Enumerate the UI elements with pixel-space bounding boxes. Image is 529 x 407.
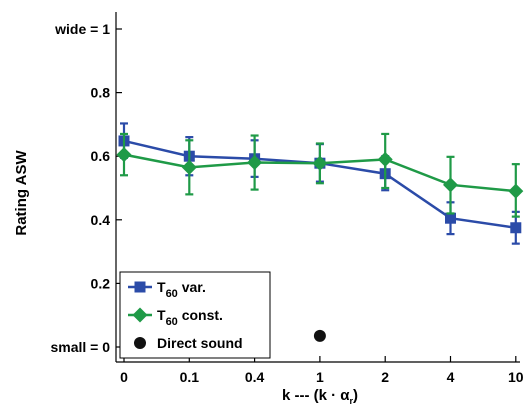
x-tick-label: 0 [120, 369, 128, 385]
series-const [116, 132, 524, 218]
y-ticks: small = 0 0.2 0.4 0.6 0.8 wide = 1 [50, 21, 122, 355]
axes [115, 12, 520, 363]
series-layer [116, 122, 524, 245]
x-axis-title: k --- (k · αr) [282, 387, 358, 406]
legend-swatch-marker [134, 281, 146, 293]
legend-swatch-marker [134, 337, 146, 349]
legend-label-main: T [157, 279, 166, 295]
y-tick-label: 0.4 [91, 212, 111, 228]
data-point [377, 151, 393, 167]
legend-item: T60 const. [128, 307, 223, 328]
legend-item: T60 var. [128, 279, 206, 300]
data-point [247, 155, 263, 171]
legend-label: T60 const. [157, 307, 223, 328]
x-axis-title-main: k --- (k · α [282, 387, 350, 404]
y-tick-label: 0.2 [91, 275, 111, 291]
x-tick-label: 0.1 [180, 369, 200, 385]
legend-label: Direct sound [157, 335, 243, 351]
x-axis-title-subscript: r [350, 396, 354, 406]
legend-item: Direct sound [134, 335, 243, 351]
y-tick-label: wide = 1 [54, 21, 110, 37]
x-tick-label: 1 [316, 369, 324, 385]
x-tick-label: 10 [508, 369, 524, 385]
data-point [312, 155, 328, 171]
data-point [443, 177, 458, 193]
legend-label: T60 var. [157, 279, 206, 300]
y-tick-label: small = 0 [50, 339, 110, 355]
y-tick-label: 0.8 [91, 85, 111, 101]
x-tick-label: 4 [447, 369, 455, 385]
legend: T60 var.T60 const.Direct sound [119, 271, 271, 359]
data-point [445, 212, 456, 224]
y-axis-title: Rating ASW [13, 150, 30, 236]
y-tick-label: 0.6 [91, 148, 111, 164]
legend-items: T60 var.T60 const.Direct sound [128, 279, 243, 351]
x-axis-title-close: ) [353, 387, 358, 404]
x-tick-label: 2 [381, 369, 389, 385]
data-point [116, 147, 132, 163]
points-layer [313, 329, 326, 342]
data-point [181, 159, 197, 175]
legend-label-main: T [157, 307, 166, 323]
direct-sound-point [313, 329, 326, 342]
x-ticks: 0 0.1 0.4 1 2 4 10 [120, 356, 524, 385]
legend-swatch-marker [132, 307, 148, 323]
data-point [510, 222, 522, 234]
legend-label-subscript: 60 [166, 316, 178, 328]
legend-label-subscript: 60 [166, 288, 178, 300]
legend-label-suffix: const. [178, 307, 223, 323]
legend-label-suffix: var. [178, 279, 206, 295]
data-point [508, 183, 524, 199]
x-tick-label: 0.4 [245, 369, 265, 385]
